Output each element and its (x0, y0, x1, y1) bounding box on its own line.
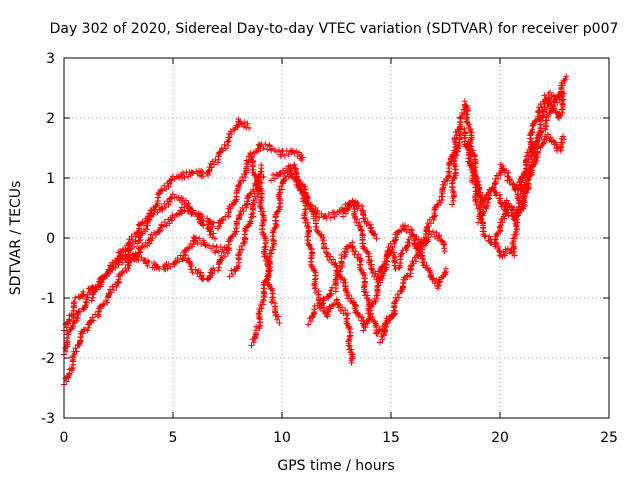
y-tick-label: -2 (41, 351, 55, 367)
marker-path (377, 98, 488, 346)
series-track-m (377, 98, 488, 346)
y-tick-label: -3 (41, 411, 55, 427)
series-track-k (305, 239, 399, 337)
series-track-g (226, 162, 265, 280)
marker-path (180, 173, 267, 283)
y-tick-label: 2 (46, 111, 55, 127)
x-axis-label: GPS time / hours (277, 458, 394, 474)
series-track-j (289, 162, 356, 366)
y-axis-label: SDTVAR / TECUs (8, 181, 24, 296)
marker-path (289, 162, 356, 366)
axis-ticks: 0 5 10 15 20 25 -3 -2 -1 0 1 2 3 (41, 51, 618, 446)
series-track-e (180, 173, 267, 283)
grid (64, 58, 609, 418)
marker-path (115, 234, 231, 273)
x-tick-label: 5 (169, 430, 178, 446)
marker-path (305, 239, 399, 337)
marker-path (61, 191, 218, 358)
x-tick-label: 20 (491, 430, 509, 446)
series-track-d (115, 234, 231, 273)
series-track-c (61, 191, 218, 358)
y-tick-label: 0 (46, 231, 55, 247)
y-tick-label: -1 (41, 291, 55, 307)
chart-title: Day 302 of 2020, Sidereal Day-to-day VTE… (50, 21, 619, 37)
x-tick-label: 10 (273, 430, 291, 446)
data-points (61, 73, 570, 388)
x-tick-label: 0 (60, 430, 69, 446)
marker-path (492, 90, 568, 260)
series-track-q (492, 90, 568, 260)
marker-path (226, 162, 265, 280)
x-tick-label: 25 (600, 430, 618, 446)
x-tick-label: 15 (382, 430, 400, 446)
y-tick-label: 3 (46, 51, 55, 67)
y-tick-label: 1 (46, 171, 55, 187)
